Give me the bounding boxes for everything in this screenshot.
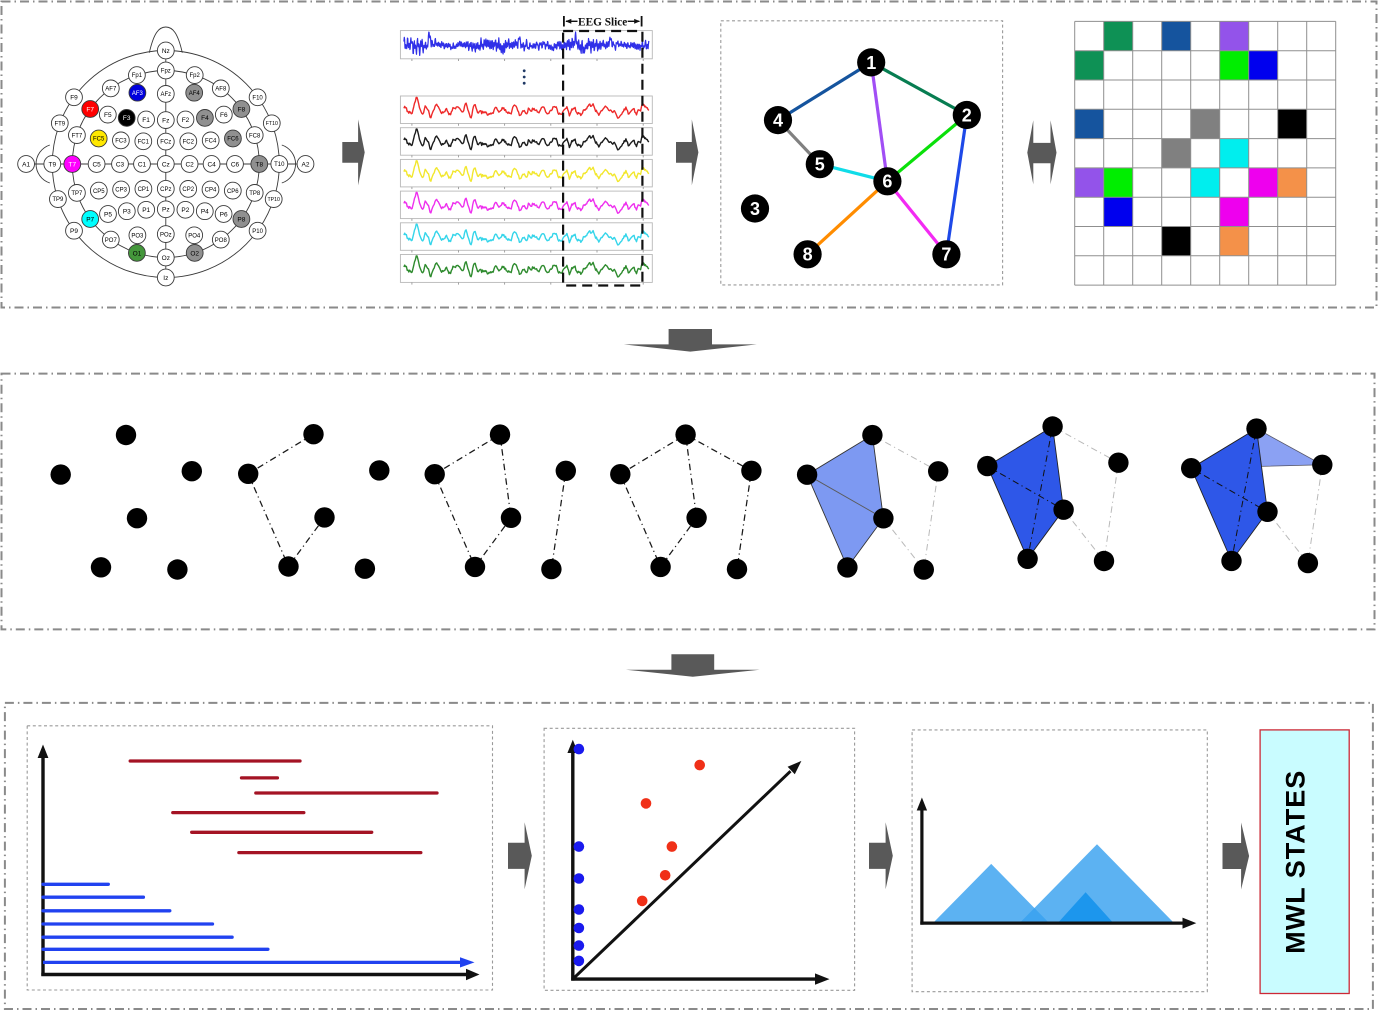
svg-text:Iz: Iz <box>163 275 168 282</box>
svg-text:P2: P2 <box>181 207 189 214</box>
svg-text:PO7: PO7 <box>105 238 118 244</box>
svg-text:P4: P4 <box>201 209 209 216</box>
svg-text:5: 5 <box>815 155 825 175</box>
svg-text:F5: F5 <box>104 112 112 119</box>
svg-text:CP3: CP3 <box>115 188 127 194</box>
svg-text:FC1: FC1 <box>138 139 150 145</box>
svg-text:C5: C5 <box>92 161 101 168</box>
svg-text:FT7: FT7 <box>72 133 83 139</box>
svg-text:F7: F7 <box>86 106 94 113</box>
svg-text:TP7: TP7 <box>71 191 83 197</box>
svg-text:PO3: PO3 <box>131 234 144 240</box>
svg-text:P9: P9 <box>70 228 78 235</box>
svg-text:P7: P7 <box>86 216 94 223</box>
svg-text:PO4: PO4 <box>188 234 201 240</box>
svg-text:C3: C3 <box>116 161 125 168</box>
svg-text:O2: O2 <box>190 250 199 257</box>
svg-text:2: 2 <box>962 105 972 125</box>
svg-text:7: 7 <box>941 245 951 265</box>
svg-text:FC8: FC8 <box>249 133 261 139</box>
svg-text:CP1: CP1 <box>138 187 150 193</box>
svg-text:F8: F8 <box>238 106 246 113</box>
svg-text:P10: P10 <box>252 229 263 235</box>
svg-text:CP5: CP5 <box>93 189 105 195</box>
svg-text:TP8: TP8 <box>249 191 261 197</box>
svg-text:P3: P3 <box>123 209 131 216</box>
svg-text:F4: F4 <box>201 115 209 122</box>
svg-text:FC3: FC3 <box>115 139 127 145</box>
svg-text:F10: F10 <box>252 95 263 101</box>
svg-text:CP2: CP2 <box>182 187 194 193</box>
svg-text:POz: POz <box>160 232 172 238</box>
svg-text:C4: C4 <box>207 161 216 168</box>
svg-text:F9: F9 <box>70 95 78 102</box>
svg-text:FC2: FC2 <box>183 139 195 145</box>
svg-text:Fpz: Fpz <box>161 69 171 75</box>
svg-text:A1: A1 <box>22 161 30 168</box>
svg-text:AF7: AF7 <box>105 87 117 93</box>
svg-text:CPz: CPz <box>160 187 171 193</box>
svg-text:FCz: FCz <box>160 140 171 146</box>
svg-text:P1: P1 <box>142 207 150 214</box>
svg-text:FC4: FC4 <box>205 139 217 145</box>
svg-text:AF8: AF8 <box>215 87 227 93</box>
svg-text:FC5: FC5 <box>93 137 105 143</box>
svg-text:T10: T10 <box>274 162 285 168</box>
svg-text:C6: C6 <box>231 161 240 168</box>
svg-text:1: 1 <box>866 53 876 73</box>
svg-text:F1: F1 <box>142 117 150 124</box>
svg-text:FT9: FT9 <box>54 122 65 128</box>
svg-text:6: 6 <box>882 172 892 192</box>
svg-text:3: 3 <box>750 199 760 219</box>
svg-text:P5: P5 <box>104 211 112 218</box>
svg-text:FT10: FT10 <box>266 121 278 127</box>
svg-text:C1: C1 <box>138 161 147 168</box>
svg-text:T9: T9 <box>49 161 57 168</box>
svg-text:F6: F6 <box>220 112 228 119</box>
svg-text:C2: C2 <box>185 161 194 168</box>
svg-text:EEG Slice: EEG Slice <box>578 16 627 28</box>
svg-text:Oz: Oz <box>162 255 170 262</box>
svg-text:TP10: TP10 <box>267 197 280 203</box>
svg-text:8: 8 <box>803 245 813 265</box>
svg-text:O1: O1 <box>133 250 142 257</box>
svg-text:F2: F2 <box>182 117 190 124</box>
svg-text:Cz: Cz <box>162 161 170 168</box>
svg-text:Nz: Nz <box>162 48 170 55</box>
svg-text:FC6: FC6 <box>227 137 239 143</box>
svg-text:MWL STATES: MWL STATES <box>1281 770 1311 954</box>
svg-text:PO8: PO8 <box>215 238 228 244</box>
svg-text:A2: A2 <box>302 161 310 168</box>
svg-text:AF3: AF3 <box>132 91 144 97</box>
svg-text:CP6: CP6 <box>227 189 239 195</box>
svg-text:AFz: AFz <box>160 92 171 98</box>
svg-text:F3: F3 <box>123 115 131 122</box>
svg-text:Fp2: Fp2 <box>190 73 201 79</box>
svg-text:4: 4 <box>773 111 783 131</box>
svg-text:AF4: AF4 <box>189 91 201 97</box>
svg-text:T8: T8 <box>256 161 264 168</box>
svg-text:Pz: Pz <box>162 207 170 214</box>
svg-text:T7: T7 <box>69 161 77 168</box>
svg-text:Fz: Fz <box>162 117 169 124</box>
svg-text:P6: P6 <box>220 211 228 218</box>
svg-text:CP4: CP4 <box>205 188 217 194</box>
svg-text:Fp1: Fp1 <box>132 73 143 79</box>
svg-text:P8: P8 <box>237 216 245 223</box>
svg-text:TP9: TP9 <box>52 197 64 203</box>
